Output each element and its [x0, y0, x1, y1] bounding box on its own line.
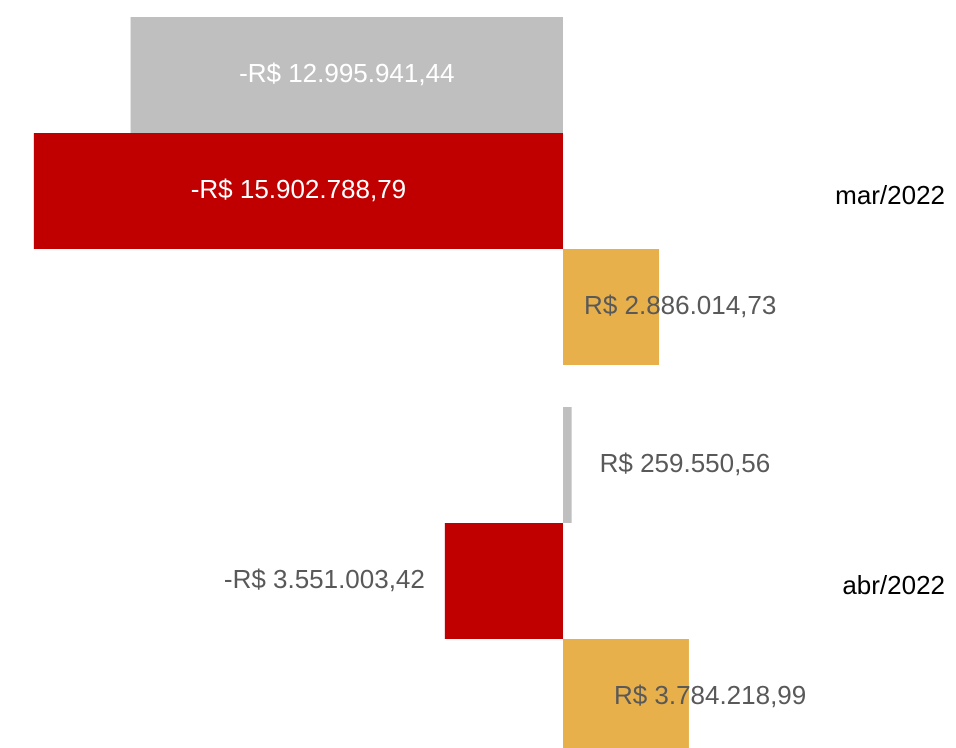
value-label: -R$ 15.902.788,79 [191, 174, 406, 204]
value-label: -R$ 3.551.003,42 [224, 564, 425, 594]
bar [563, 249, 660, 365]
value-label: R$ 3.784.218,99 [614, 680, 806, 710]
value-label: -R$ 12.995.941,44 [239, 58, 454, 88]
bar [563, 639, 689, 748]
category-label: mar/2022 [835, 180, 945, 210]
bar [33, 133, 564, 249]
value-label: R$ 2.886.014,73 [584, 290, 776, 320]
bar [444, 523, 564, 639]
value-label: R$ 259.550,56 [600, 448, 771, 478]
category-label: abr/2022 [842, 570, 945, 600]
bar [130, 17, 564, 133]
bar [563, 407, 572, 523]
